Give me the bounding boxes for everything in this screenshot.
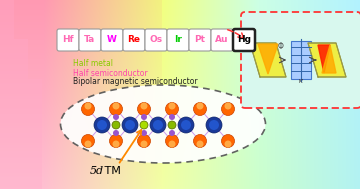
Circle shape — [112, 140, 120, 147]
Text: 5: 5 — [90, 166, 97, 176]
Circle shape — [168, 121, 176, 129]
Circle shape — [141, 130, 147, 136]
Ellipse shape — [60, 85, 266, 163]
Polygon shape — [308, 43, 346, 77]
Text: K': K' — [298, 79, 303, 84]
Circle shape — [140, 121, 148, 129]
FancyBboxPatch shape — [123, 29, 145, 51]
Circle shape — [166, 102, 179, 115]
Text: Hg: Hg — [237, 36, 251, 44]
Text: TM: TM — [101, 166, 121, 176]
Circle shape — [209, 120, 219, 130]
Bar — [0, 0, 14, 189]
Text: Half metal: Half metal — [73, 60, 113, 68]
Circle shape — [197, 102, 203, 109]
Text: Re: Re — [127, 36, 140, 44]
Text: W: W — [107, 36, 117, 44]
Circle shape — [112, 102, 120, 109]
FancyBboxPatch shape — [79, 29, 101, 51]
Polygon shape — [250, 43, 286, 77]
Circle shape — [94, 117, 110, 133]
Circle shape — [109, 102, 122, 115]
Bar — [28, 79, 42, 189]
Text: d: d — [95, 166, 103, 176]
Circle shape — [85, 102, 91, 109]
Circle shape — [168, 140, 176, 147]
Circle shape — [140, 140, 148, 147]
Circle shape — [112, 121, 120, 129]
FancyBboxPatch shape — [167, 29, 189, 51]
Polygon shape — [322, 45, 336, 73]
Circle shape — [221, 135, 234, 147]
Bar — [14, 39, 28, 189]
Circle shape — [197, 140, 203, 147]
Text: Pt: Pt — [194, 36, 206, 44]
FancyBboxPatch shape — [57, 29, 79, 51]
Circle shape — [141, 114, 147, 120]
Circle shape — [206, 117, 222, 133]
Circle shape — [221, 102, 234, 115]
Circle shape — [125, 120, 135, 130]
Circle shape — [225, 140, 231, 147]
Circle shape — [109, 135, 122, 147]
Circle shape — [225, 102, 231, 109]
Polygon shape — [318, 45, 330, 73]
Circle shape — [169, 130, 175, 136]
FancyBboxPatch shape — [101, 29, 123, 51]
FancyBboxPatch shape — [145, 29, 167, 51]
Bar — [291, 41, 311, 79]
Text: Half semiconductor: Half semiconductor — [73, 68, 148, 77]
FancyBboxPatch shape — [189, 29, 211, 51]
Text: Os: Os — [149, 36, 163, 44]
Text: Ta: Ta — [84, 36, 96, 44]
Circle shape — [178, 117, 194, 133]
Circle shape — [169, 114, 175, 120]
Circle shape — [153, 120, 163, 130]
Text: Hf: Hf — [62, 36, 74, 44]
FancyBboxPatch shape — [211, 29, 233, 51]
FancyBboxPatch shape — [241, 12, 360, 108]
Text: Bipolar magnetic semiconductor: Bipolar magnetic semiconductor — [73, 77, 198, 87]
Circle shape — [150, 117, 166, 133]
Circle shape — [181, 120, 191, 130]
Circle shape — [138, 135, 150, 147]
Circle shape — [168, 102, 176, 109]
Circle shape — [194, 102, 207, 115]
Text: Au: Au — [215, 36, 229, 44]
Circle shape — [140, 102, 148, 109]
Circle shape — [81, 135, 94, 147]
Circle shape — [166, 135, 179, 147]
Circle shape — [113, 114, 119, 120]
Circle shape — [122, 117, 138, 133]
Circle shape — [113, 130, 119, 136]
Text: $\Phi$: $\Phi$ — [277, 40, 285, 51]
Circle shape — [97, 120, 107, 130]
Circle shape — [194, 135, 207, 147]
Circle shape — [81, 102, 94, 115]
Circle shape — [85, 140, 91, 147]
Circle shape — [138, 102, 150, 115]
Polygon shape — [258, 44, 278, 74]
FancyBboxPatch shape — [233, 29, 255, 51]
Text: Ir: Ir — [174, 36, 182, 44]
